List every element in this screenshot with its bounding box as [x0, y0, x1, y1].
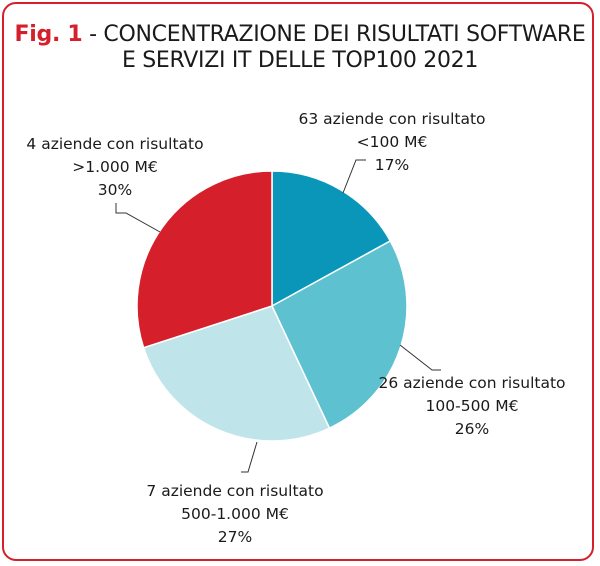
slice-label-range-4: >1.000 M€ [72, 158, 158, 176]
slice-label-count-1: 63 aziende con risultato [298, 110, 485, 128]
slice-label-percent-1: 17% [375, 156, 409, 174]
slice-label-percent-3: 27% [218, 528, 252, 546]
pie-slice-4 [136, 170, 273, 349]
leader-line-4 [115, 203, 161, 233]
title-line-1: CONCENTRAZIONE DEI RISULTATI SOFTWARE [103, 22, 586, 47]
slice-label-percent-2: 26% [455, 420, 489, 438]
slice-label-count-3: 7 aziende con risultato [146, 482, 323, 500]
leader-line-3 [241, 441, 258, 473]
chart-title: Fig. 1 - CONCENTRAZIONE DEI RISULTATI SO… [0, 22, 600, 74]
leader-line-2 [399, 344, 441, 371]
title-separator: - [82, 22, 104, 47]
title-line-2: E SERVIZI IT DELLE TOP100 2021 [121, 48, 479, 73]
slice-label-range-1: <100 M€ [357, 133, 428, 151]
pie-slice-1 [271, 170, 392, 308]
pie-slice-3 [142, 305, 331, 442]
slice-label-percent-4: 30% [98, 181, 132, 199]
pie-slices [136, 170, 408, 442]
slice-label-range-2: 100-500 M€ [426, 397, 519, 415]
leader-lines [115, 159, 441, 473]
figure-number: Fig. 1 [14, 22, 83, 47]
slice-label-count-4: 4 aziende con risultato [26, 135, 203, 153]
slice-labels: 63 aziende con risultato <100 M€ 17% 26 azi… [26, 110, 565, 546]
slice-label-range-3: 500-1.000 M€ [181, 505, 289, 523]
pie-slice-2 [271, 239, 408, 430]
leader-line-1 [342, 159, 366, 194]
slice-label-count-2: 26 aziende con risultato [378, 374, 565, 392]
